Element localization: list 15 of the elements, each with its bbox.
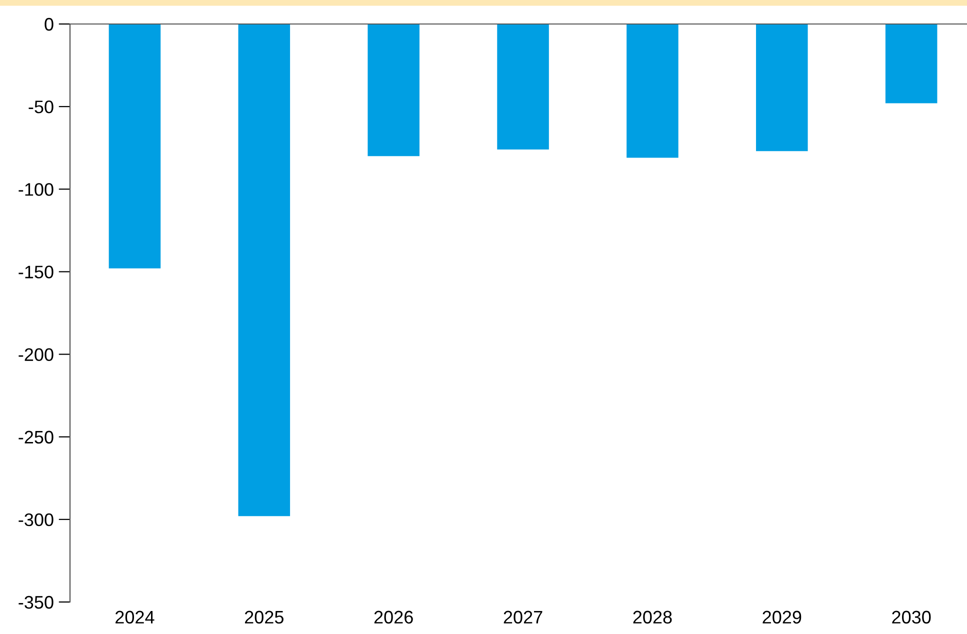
x-tick-label: 2026 xyxy=(374,610,413,624)
x-tick-label: 2024 xyxy=(116,610,154,624)
y-tick-label: -200 xyxy=(18,348,54,362)
x-tick-label: 2028 xyxy=(633,610,672,624)
y-tick-label: -300 xyxy=(18,513,54,526)
x-tick-label: 2027 xyxy=(504,610,542,624)
x-tick-label: 2025 xyxy=(244,610,284,624)
y-tick-label: 0 xyxy=(44,18,54,31)
y-tick-label: -150 xyxy=(18,266,54,278)
x-tick-label: 2029 xyxy=(762,610,802,624)
y-tick-label: -50 xyxy=(28,100,54,114)
y-tick-label: -250 xyxy=(18,430,54,444)
y-tick-label: -100 xyxy=(18,183,54,196)
x-tick-label: 2030 xyxy=(892,610,931,624)
y-tick-label: -350 xyxy=(18,596,54,609)
